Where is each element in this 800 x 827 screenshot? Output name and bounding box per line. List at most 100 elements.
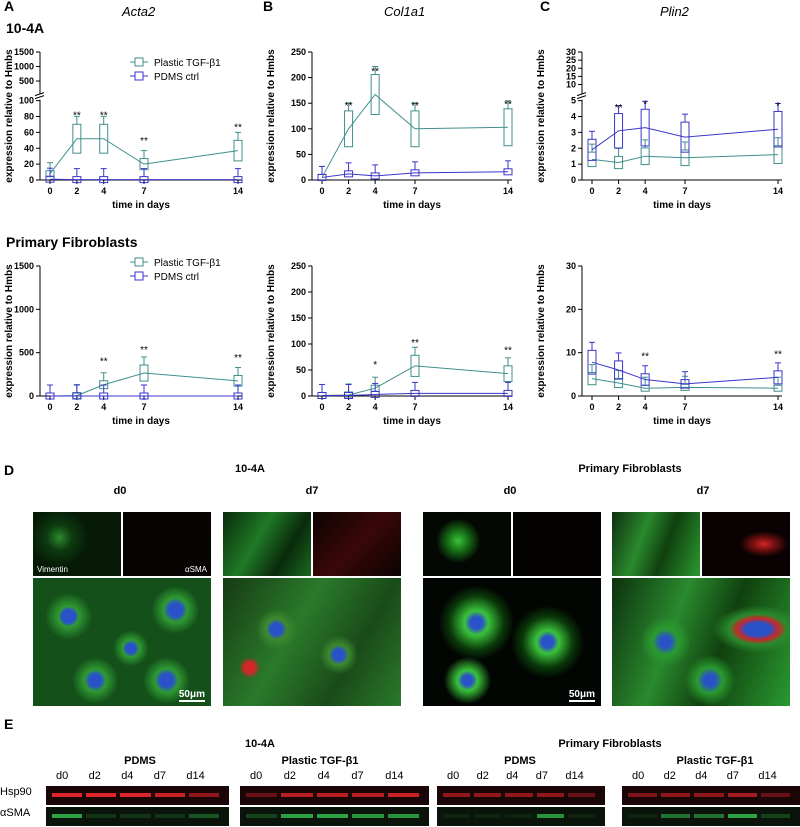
wb-hsp90-band [727, 793, 757, 797]
micro-label-d0-b: d0 [503, 485, 517, 497]
x-tick-label: 7 [682, 186, 687, 196]
wb-hsp90-band [316, 793, 349, 797]
wb-lane-label: d14 [758, 770, 777, 782]
y-tick-label: 1500 [14, 47, 34, 57]
wb-group-primary: Primary Fibroblasts [558, 738, 662, 750]
chart-col1a1-10-4a: expression relative to Hmbs 0 2 4 7 14 time in… [266, 47, 513, 211]
y-tick-label: 50 [296, 149, 306, 159]
x-tick-label: 7 [412, 402, 417, 412]
x-tick-label: 2 [74, 402, 79, 412]
y-tick-label: 4 [571, 112, 576, 122]
y-tick-label: 1000 [14, 62, 34, 72]
series-line-plastic [591, 378, 779, 389]
y-tick-label: 2 [571, 143, 576, 153]
series-line-pdms [321, 171, 509, 178]
legend-marker [134, 71, 144, 81]
significance-mark: ** [140, 136, 148, 147]
wb-asma-band [567, 814, 595, 818]
y-tick-label: 250 [291, 47, 306, 57]
scale-bar: 50μm [178, 689, 205, 702]
wb-pdms-a: PDMS [124, 755, 156, 767]
y-tick-label: 1000 [14, 304, 34, 314]
significance-mark: ** [234, 123, 242, 134]
wb-hsp90-band [246, 793, 278, 797]
series-line-pdms [591, 127, 779, 151]
wb-hsp90-band [443, 793, 471, 797]
chart-acta2-10-4a: expression relative to Hmbs 0 2 4 7 14 time in… [4, 47, 243, 211]
wb-asma-band [352, 814, 384, 818]
series-line-plastic [591, 154, 779, 164]
y-tick-label: 10 [566, 348, 576, 358]
y-tick-label: 0 [571, 391, 576, 401]
micro-group-primary: Primary Fibroblasts [578, 463, 682, 475]
wb-lane-label: d2 [88, 770, 101, 782]
wb-asma-band [760, 814, 790, 818]
y-tick-label: 100 [291, 124, 306, 134]
x-tick-label: 0 [47, 186, 52, 196]
significance-mark: ** [411, 338, 419, 349]
box-pdms [587, 138, 597, 161]
significance-mark: * [643, 100, 647, 111]
x-tick-label: 2 [346, 402, 351, 412]
wb-lane-label: d4 [506, 770, 519, 782]
wb-lane-label: d14 [186, 770, 205, 782]
wb-pdms-b: PDMS [504, 755, 536, 767]
y-tick-label: 1 [571, 159, 576, 169]
y-tick-label: 100 [291, 339, 306, 349]
y-tick-label: 1500 [14, 261, 34, 271]
x-tick-label: 2 [616, 186, 621, 196]
chart-col1a1-primary: expression relative to Hmbs 0 2 4 7 14 time in… [266, 261, 513, 427]
legend-marker [134, 271, 144, 281]
micro-merge-d7-10-4a [223, 578, 401, 706]
x-axis-label: time in days [653, 416, 711, 427]
micro-vimentin-d7-10-4a [223, 512, 311, 576]
micro-label-d0-a: d0 [113, 485, 127, 497]
legend-label: PDMS ctrl [154, 72, 199, 83]
wb-asma-band [86, 814, 117, 818]
wb-hsp90-band [474, 793, 502, 797]
panel-label-d: D [4, 462, 15, 478]
significance-mark: * [373, 360, 377, 371]
y-tick-label: 30 [566, 261, 576, 271]
x-tick-label: 2 [616, 402, 621, 412]
y-tick-label: 25 [566, 55, 576, 65]
wb-hsp90-band [628, 793, 658, 797]
wb-hsp90-band [188, 793, 219, 797]
micro-group-10-4a: 10-4A [235, 463, 265, 475]
y-tick-label: 60 [24, 127, 34, 137]
significance-mark: ** [504, 346, 512, 357]
panel-label-b: B [263, 0, 274, 14]
micro-asma-d7-10-4a [313, 512, 401, 576]
wb-asma-band [188, 814, 219, 818]
wb-asma-strip [437, 807, 605, 826]
series-line-pdms [322, 392, 508, 396]
box-plastic [370, 73, 380, 115]
box-plastic [587, 372, 597, 386]
wb-hsp90-band [52, 793, 83, 797]
significance-mark: ** [234, 353, 242, 364]
wb-row-asma: αSMA [0, 807, 31, 819]
micro-asma-d7-primary [702, 512, 790, 576]
micro-label-d7-a: d7 [305, 485, 319, 497]
y-axis-label: expression relative to Hmbs [4, 49, 15, 183]
wb-hsp90-band [536, 793, 564, 797]
box-plastic [773, 384, 783, 392]
legend-marker [134, 257, 144, 267]
x-tick-label: 0 [47, 402, 52, 412]
wb-lane-label: d2 [283, 770, 297, 782]
wb-lane-label: d14 [385, 770, 404, 782]
wb-hsp90-band [760, 793, 790, 797]
wb-row-hsp90: Hsp90 [0, 786, 32, 798]
significance-mark: ** [641, 352, 649, 363]
panel-label-e: E [4, 716, 14, 732]
wb-asma-strip [46, 807, 229, 826]
y-tick-label: 250 [291, 261, 306, 271]
y-tick-label: 0 [301, 391, 306, 401]
x-tick-label: 4 [101, 186, 106, 196]
x-tick-label: 0 [589, 186, 594, 196]
series-line-pdms [591, 361, 779, 385]
y-tick-label: 500 [19, 348, 34, 358]
significance-mark: ** [504, 99, 512, 110]
y-tick-label: 20 [566, 304, 576, 314]
